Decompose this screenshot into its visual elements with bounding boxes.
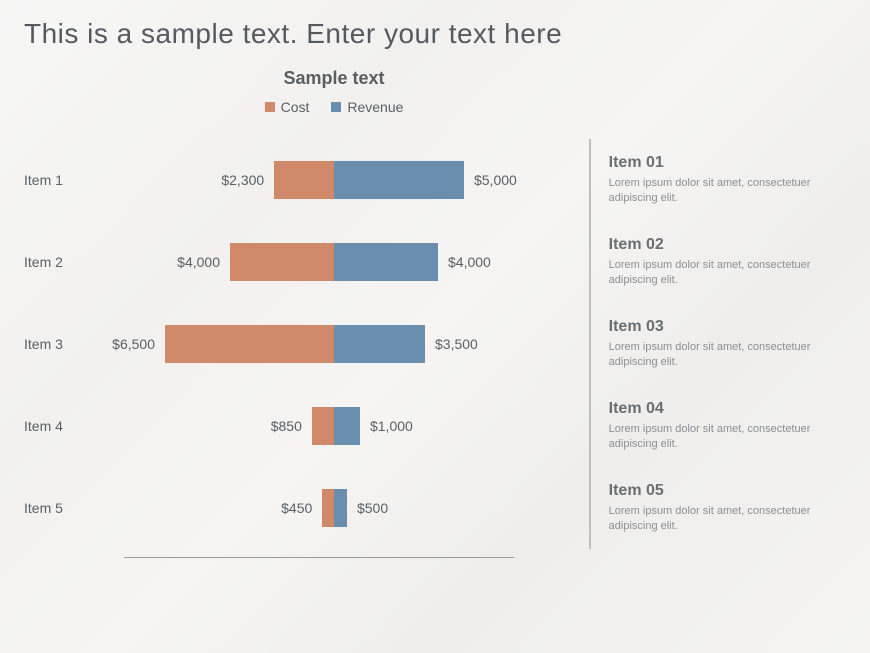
- revenue-value: $5,000: [464, 172, 517, 188]
- chart-column: Item 1 $2,300 $5,000 Item 2: [24, 139, 549, 558]
- legend-item-revenue: Revenue: [331, 99, 403, 115]
- cost-bar: [312, 407, 334, 445]
- row-label: Item 1: [24, 172, 94, 188]
- cost-value: $6,500: [112, 336, 165, 352]
- note-item: Item 02 Lorem ipsum dolor sit amet, cons…: [589, 221, 846, 303]
- bar-wrap: $4,000 $4,000: [230, 243, 438, 281]
- note-desc: Lorem ipsum dolor sit amet, consectetuer…: [609, 176, 846, 207]
- row-label: Item 3: [24, 336, 94, 352]
- bar-wrap: $850 $1,000: [312, 407, 360, 445]
- note-desc: Lorem ipsum dolor sit amet, consectetuer…: [609, 258, 846, 289]
- legend-item-cost: Cost: [265, 99, 310, 115]
- legend-label-revenue: Revenue: [347, 99, 403, 115]
- revenue-bar: [334, 243, 438, 281]
- chart-row: Item 4 $850 $1,000: [24, 385, 549, 467]
- note-desc: Lorem ipsum dolor sit amet, consectetuer…: [609, 340, 846, 371]
- chart-legend: Cost Revenue: [204, 99, 464, 115]
- chart-title: Sample text: [204, 68, 464, 89]
- bar-zone: $2,300 $5,000: [94, 161, 549, 199]
- revenue-value: $4,000: [438, 254, 491, 270]
- row-label: Item 5: [24, 500, 94, 516]
- row-label: Item 4: [24, 418, 94, 434]
- revenue-bar: [334, 325, 425, 363]
- revenue-value: $3,500: [425, 336, 478, 352]
- revenue-value: $1,000: [360, 418, 413, 434]
- bar-zone: $450 $500: [94, 489, 549, 527]
- note-item: Item 05 Lorem ipsum dolor sit amet, cons…: [589, 467, 846, 549]
- legend-swatch-cost: [265, 102, 275, 112]
- cost-value: $850: [271, 418, 312, 434]
- chart-row: Item 5 $450 $500: [24, 467, 549, 549]
- chart-row: Item 3 $6,500 $3,500: [24, 303, 549, 385]
- bar-wrap: $2,300 $5,000: [274, 161, 464, 199]
- note-item: Item 01 Lorem ipsum dolor sit amet, cons…: [589, 139, 846, 221]
- note-desc: Lorem ipsum dolor sit amet, consectetuer…: [609, 422, 846, 453]
- revenue-value: $500: [347, 500, 388, 516]
- bar-zone: $850 $1,000: [94, 407, 549, 445]
- cost-bar: [230, 243, 334, 281]
- notes-column: Item 01 Lorem ipsum dolor sit amet, cons…: [589, 139, 846, 558]
- revenue-bar: [334, 407, 360, 445]
- note-title: Item 01: [609, 154, 846, 172]
- chart-baseline: [124, 557, 514, 558]
- cost-value: $450: [281, 500, 322, 516]
- cost-value: $4,000: [177, 254, 230, 270]
- note-item: Item 04 Lorem ipsum dolor sit amet, cons…: [589, 385, 846, 467]
- legend-swatch-revenue: [331, 102, 341, 112]
- cost-value: $2,300: [221, 172, 274, 188]
- bar-wrap: $450 $500: [322, 489, 347, 527]
- cost-bar: [274, 161, 334, 199]
- chart-row: Item 1 $2,300 $5,000: [24, 139, 549, 221]
- chart-row: Item 2 $4,000 $4,000: [24, 221, 549, 303]
- bar-zone: $6,500 $3,500: [94, 325, 549, 363]
- note-desc: Lorem ipsum dolor sit amet, consectetuer…: [609, 504, 846, 535]
- note-title: Item 03: [609, 318, 846, 336]
- note-title: Item 04: [609, 400, 846, 418]
- content-area: Item 1 $2,300 $5,000 Item 2: [24, 139, 846, 558]
- note-title: Item 02: [609, 236, 846, 254]
- revenue-bar: [334, 161, 464, 199]
- revenue-bar: [334, 489, 347, 527]
- bar-wrap: $6,500 $3,500: [165, 325, 425, 363]
- page-title: This is a sample text. Enter your text h…: [24, 18, 846, 50]
- row-label: Item 2: [24, 254, 94, 270]
- cost-bar: [165, 325, 334, 363]
- note-title: Item 05: [609, 482, 846, 500]
- bar-zone: $4,000 $4,000: [94, 243, 549, 281]
- legend-label-cost: Cost: [281, 99, 310, 115]
- cost-bar: [322, 489, 334, 527]
- note-item: Item 03 Lorem ipsum dolor sit amet, cons…: [589, 303, 846, 385]
